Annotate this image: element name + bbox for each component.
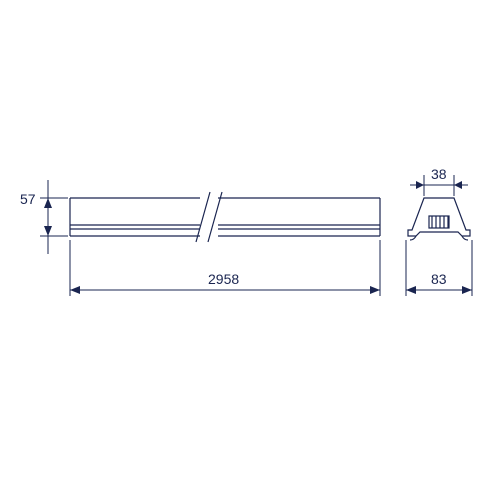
dim-length-label: 2958 (208, 271, 239, 287)
end-view (408, 198, 470, 240)
dim-length: 2958 (70, 240, 380, 296)
dim-end-bottom: 83 (406, 240, 472, 296)
dim-end-top-label: 38 (431, 166, 447, 182)
technical-drawing: 57 2958 38 83 (0, 0, 500, 500)
side-view (70, 192, 380, 242)
dim-end-bottom-label: 83 (431, 271, 447, 287)
dim-height-label: 57 (20, 191, 36, 207)
dim-height: 57 (20, 180, 68, 254)
dim-end-top: 38 (410, 166, 468, 196)
